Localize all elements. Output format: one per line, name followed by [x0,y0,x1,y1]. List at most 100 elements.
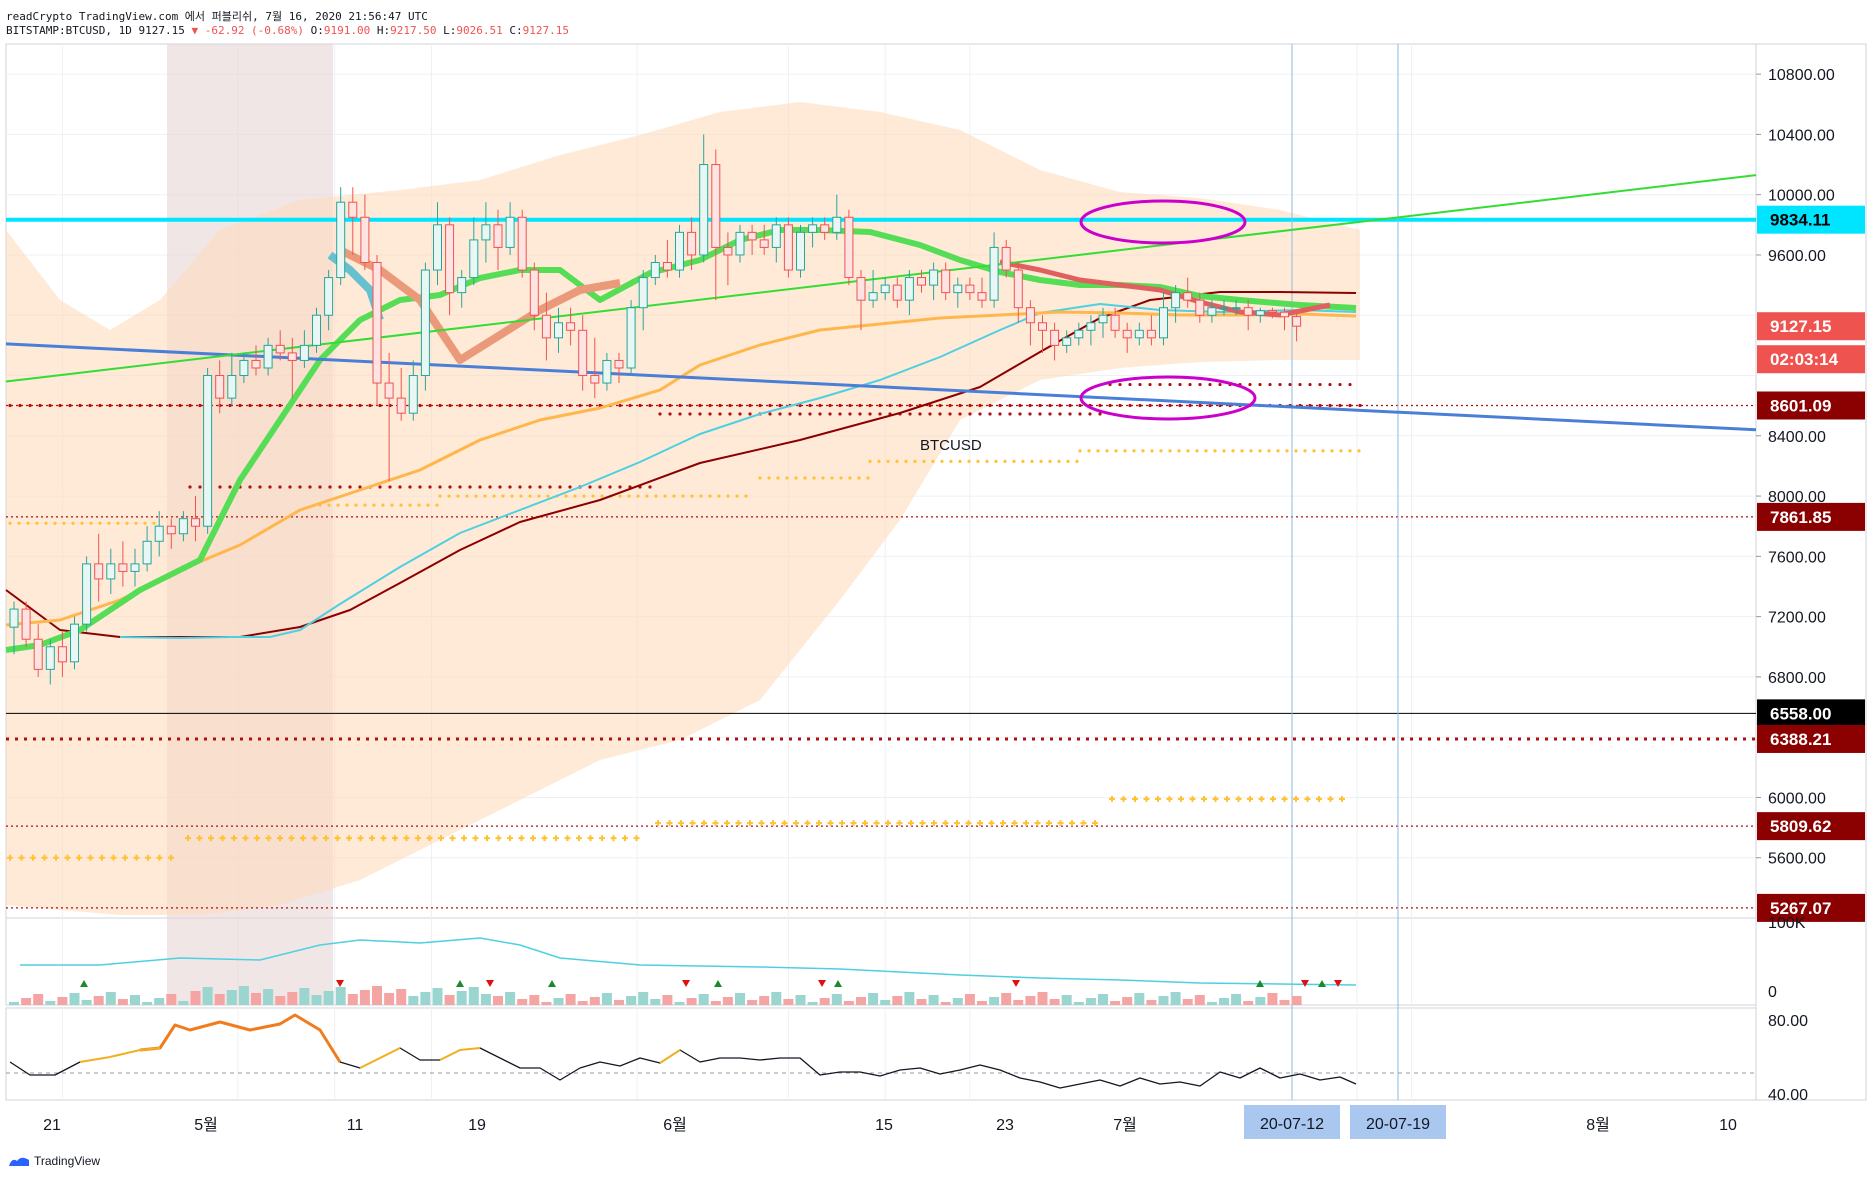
dot [886,459,890,464]
dot [228,403,232,408]
dot [598,485,602,489]
volume-bar [408,996,419,1005]
price-label-box [1757,502,1865,531]
dot [268,485,272,489]
dot [1348,449,1352,453]
candle-body [275,344,285,354]
dot [501,494,505,498]
dot [38,403,42,408]
volume-bar [735,993,745,1005]
volume-bar [1182,999,1193,1005]
candle-body [989,246,999,301]
publish-info: readCrypto TradingView.com 에서 퍼블리쉬, 7월 1… [6,10,428,23]
candle-body [33,638,43,670]
dot [708,403,712,408]
dot [658,403,662,408]
candle-body [602,359,612,384]
dot [1008,412,1012,416]
dot [1318,382,1322,387]
dot [465,494,469,498]
dot [519,494,523,498]
dot [738,403,742,408]
dot [218,485,222,489]
dot [978,412,982,416]
dot [877,459,881,464]
volume-bar [178,1001,189,1005]
dot [448,403,452,408]
candle-body [1074,329,1084,339]
dot [638,403,642,408]
candle-body [1110,314,1120,331]
dot [478,403,482,408]
tradingview-logo-icon [9,1157,29,1166]
dot [78,403,82,408]
dot [1078,403,1082,408]
dot [878,403,882,408]
date-tick-label: 21 [43,1117,61,1134]
price-label-text: 6388.21 [1770,730,1831,749]
candle-body [820,224,830,233]
dot [318,485,322,489]
dot [672,494,676,498]
open-value: 9191.00 [323,24,371,37]
volume-bar [1267,993,1278,1005]
dot [528,485,532,489]
candle-body [941,269,951,294]
dot [744,494,748,498]
dot [418,485,422,489]
volume-bar [614,1000,624,1005]
candle-body [457,277,467,294]
dot [1258,449,1262,453]
candle-body [348,201,358,218]
dot [308,403,312,408]
dot [88,403,92,408]
candle-body [711,164,721,248]
candle-body [929,269,939,286]
dot [528,403,532,408]
price-chart[interactable]: BTCUSD 10800.00 10400.00 10000.00 9600.00 840… [0,0,1868,1150]
dot [354,503,358,507]
dot [1018,412,1022,416]
dot [922,459,926,464]
volume-bar [105,992,116,1005]
candle-body [118,563,128,572]
dot [116,521,120,525]
dot [398,485,402,489]
dot [938,403,942,408]
dot [238,403,242,408]
dot [588,403,592,408]
volume-bar [795,995,806,1005]
candle-body [203,375,213,527]
dot [648,485,652,489]
dot [1168,403,1172,408]
support-dots [8,521,156,525]
highlight-ellipse [1079,375,1257,421]
dot [998,412,1002,416]
dot [878,412,882,416]
dot [35,521,39,525]
price-label-text: 5809.62 [1770,817,1831,836]
dot [368,403,372,408]
dot [1312,449,1316,453]
dot [1204,449,1208,453]
candle-body [1038,322,1047,331]
dot [848,403,852,408]
candle-body [1001,246,1011,271]
support-dots [1078,449,1361,453]
dot [1003,459,1007,464]
dot [1048,459,1052,464]
oscillator-overbought-line [139,1013,342,1063]
candles [9,134,1302,685]
price-label-text: 7861.85 [1770,508,1831,527]
dot [71,521,75,525]
price-label-box [1757,345,1865,374]
volume-bar [1073,1002,1084,1005]
dot [1066,459,1070,464]
date-highlight-box [1350,1105,1446,1139]
dot [688,403,692,408]
volume-bar [1255,997,1266,1005]
tradingview-footer[interactable]: TradingView [8,1154,100,1168]
candle-body [590,375,600,384]
dot [538,485,542,489]
dot [812,476,816,480]
